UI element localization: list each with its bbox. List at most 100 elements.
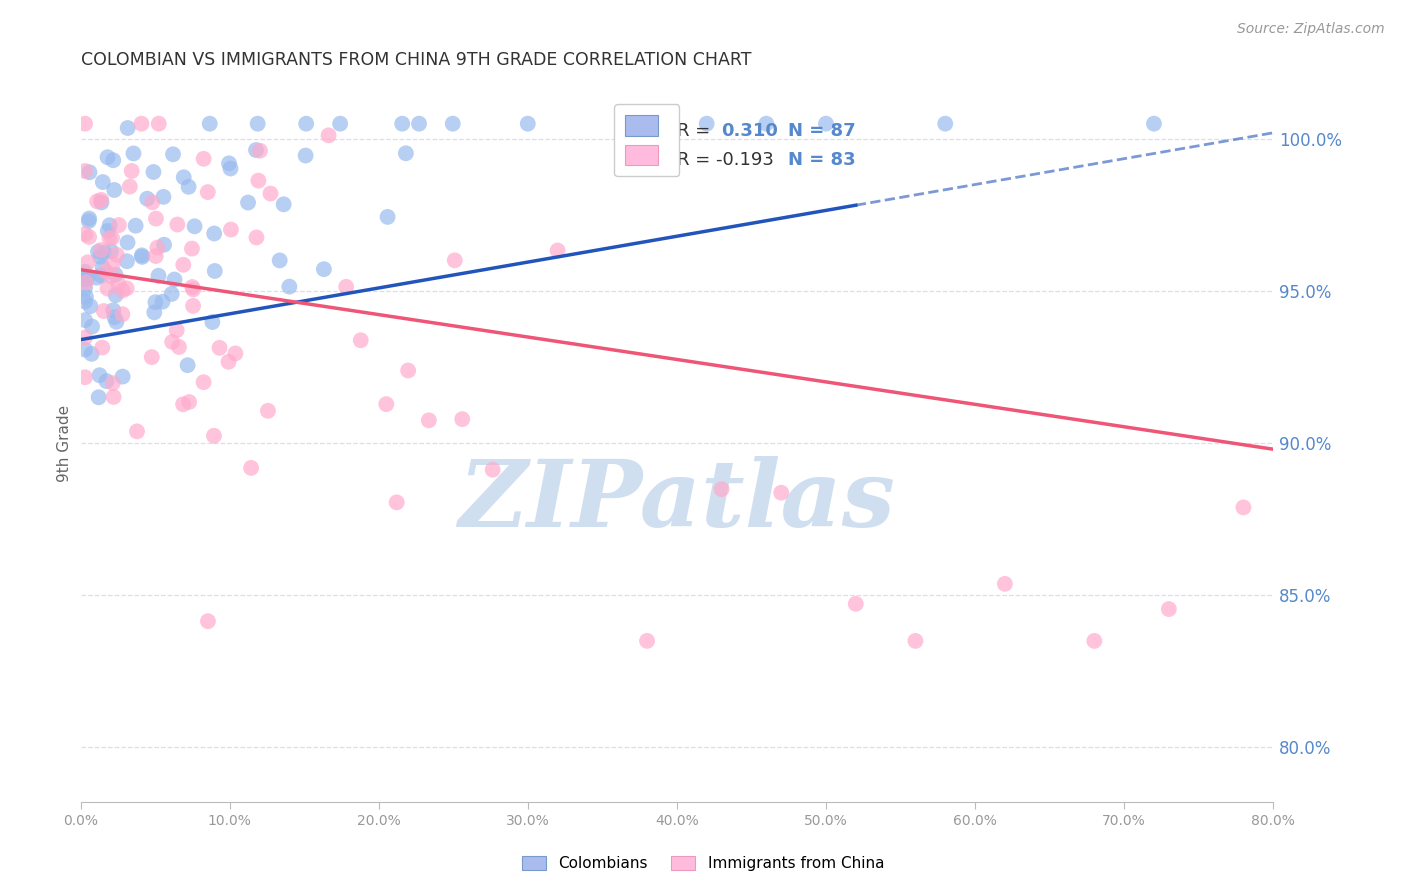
Point — [86, 194, 108, 209]
Point — [183, 219, 205, 234]
Point — [98, 231, 121, 245]
Text: N = 87: N = 87 — [787, 122, 855, 140]
Point — [176, 358, 198, 372]
Point — [103, 183, 125, 197]
Point — [814, 117, 837, 131]
Point — [163, 272, 186, 286]
Point — [166, 323, 188, 337]
Point — [1232, 500, 1254, 515]
Point — [141, 195, 163, 210]
Point — [443, 253, 465, 268]
Point — [136, 192, 159, 206]
Point — [335, 280, 357, 294]
Point — [385, 495, 408, 509]
Point — [202, 429, 225, 443]
Text: ZIPatlas: ZIPatlas — [458, 456, 896, 546]
Point — [295, 117, 318, 131]
Point — [218, 156, 240, 170]
Point — [198, 117, 221, 131]
Point — [173, 170, 195, 185]
Point — [329, 117, 352, 131]
Point — [121, 164, 143, 178]
Point — [636, 117, 658, 131]
Legend: Colombians, Immigrants from China: Colombians, Immigrants from China — [516, 850, 890, 877]
Point — [204, 264, 226, 278]
Point — [350, 333, 373, 347]
Point — [181, 280, 204, 294]
Point — [131, 117, 153, 131]
Point — [93, 304, 115, 318]
Point — [245, 143, 267, 157]
Point — [451, 412, 474, 426]
Point — [240, 461, 263, 475]
Point — [145, 295, 167, 310]
Point — [100, 244, 122, 259]
Point — [294, 148, 316, 162]
Point — [224, 346, 246, 360]
Point — [122, 146, 145, 161]
Point — [148, 117, 170, 131]
Point — [146, 240, 169, 254]
Point — [73, 343, 96, 357]
Point — [103, 303, 125, 318]
Point — [80, 347, 103, 361]
Point — [246, 117, 269, 131]
Point — [245, 230, 267, 244]
Point — [142, 165, 165, 179]
Point — [73, 227, 96, 242]
Point — [96, 150, 118, 164]
Point — [441, 117, 464, 131]
Point — [89, 368, 111, 383]
Text: 0.310: 0.310 — [721, 122, 778, 140]
Text: COLOMBIAN VS IMMIGRANTS FROM CHINA 9TH GRADE CORRELATION CHART: COLOMBIAN VS IMMIGRANTS FROM CHINA 9TH G… — [80, 51, 751, 69]
Point — [770, 485, 793, 500]
Point — [201, 315, 224, 329]
Point — [257, 404, 280, 418]
Point — [162, 147, 184, 161]
Point — [77, 211, 100, 226]
Point — [636, 633, 658, 648]
Text: N = 83: N = 83 — [787, 151, 855, 169]
Point — [208, 341, 231, 355]
Point — [143, 305, 166, 319]
Point — [80, 319, 103, 334]
Text: Source: ZipAtlas.com: Source: ZipAtlas.com — [1237, 22, 1385, 37]
Point — [89, 250, 111, 264]
Point — [197, 614, 219, 628]
Point — [96, 281, 118, 295]
Point — [117, 235, 139, 250]
Point — [111, 307, 134, 321]
Point — [105, 248, 128, 262]
Point — [73, 331, 96, 345]
Point — [101, 376, 124, 390]
Point — [181, 242, 204, 256]
Point — [115, 281, 138, 295]
Point — [77, 214, 100, 228]
Point — [96, 374, 118, 388]
Point — [87, 244, 110, 259]
Point — [87, 390, 110, 404]
Point — [516, 117, 538, 131]
Point — [73, 164, 96, 178]
Point — [318, 128, 340, 143]
Point — [312, 262, 335, 277]
Point — [152, 294, 174, 309]
Point — [91, 341, 114, 355]
Point — [125, 425, 148, 439]
Point — [124, 219, 146, 233]
Point — [108, 218, 131, 232]
Point — [77, 230, 100, 244]
Point — [375, 397, 398, 411]
Point — [145, 249, 167, 263]
Point — [73, 265, 96, 279]
Point — [86, 270, 108, 285]
Point — [418, 413, 440, 427]
Point — [145, 211, 167, 226]
Point — [131, 250, 153, 264]
Point — [101, 257, 124, 271]
Point — [141, 350, 163, 364]
Point — [408, 117, 430, 131]
Point — [104, 268, 127, 282]
Point — [107, 277, 129, 291]
Point — [101, 231, 124, 245]
